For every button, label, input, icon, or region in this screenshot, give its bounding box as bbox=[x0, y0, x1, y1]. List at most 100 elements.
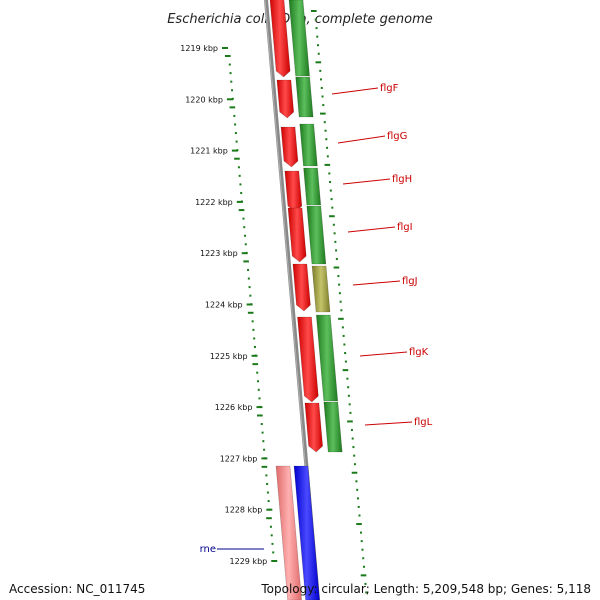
gc-dot bbox=[271, 542, 274, 545]
scale-tick-label: 1227 kbp bbox=[220, 454, 258, 463]
gc-dot bbox=[349, 411, 352, 414]
gc-dot bbox=[314, 18, 317, 21]
scale-tick-label: 1225 kbp bbox=[210, 352, 248, 361]
gc-dot bbox=[252, 328, 255, 331]
gc-dot bbox=[247, 311, 254, 314]
gc-dot bbox=[360, 540, 363, 543]
gc-dot bbox=[311, 10, 317, 12]
gc-dot bbox=[326, 146, 329, 149]
cds-arrow bbox=[276, 79, 295, 119]
gc-dot bbox=[347, 394, 350, 397]
gc-dot bbox=[257, 414, 263, 417]
gc-dot bbox=[334, 240, 337, 243]
gc-dot bbox=[329, 181, 332, 184]
gc-skew-dots-right bbox=[311, 10, 368, 594]
gc-dot bbox=[343, 343, 346, 346]
gene-label-flgG: flgG bbox=[387, 131, 407, 142]
gc-dot bbox=[329, 215, 335, 218]
gc-dot bbox=[340, 309, 343, 312]
gc-dot bbox=[238, 209, 245, 212]
gc-dot bbox=[321, 95, 324, 98]
gene-block bbox=[295, 76, 314, 118]
gc-dot bbox=[261, 431, 264, 434]
gc-dot bbox=[256, 380, 259, 383]
kbp-scale: 1219 kbp 1220 kbp 1221 kbp 1222 kbp 1223 kbp… bbox=[180, 44, 278, 566]
gc-dot bbox=[262, 440, 265, 443]
gc-dot bbox=[229, 72, 232, 75]
gc-dot bbox=[344, 360, 347, 363]
gc-dot bbox=[244, 243, 247, 246]
scale-tick-label: 1220 kbp bbox=[185, 95, 223, 104]
cds-arrow bbox=[284, 170, 303, 213]
gc-dot bbox=[356, 497, 359, 500]
gc-dot bbox=[347, 386, 350, 389]
gc-dot bbox=[257, 388, 260, 391]
gc-dot bbox=[266, 517, 272, 520]
gc-dot bbox=[317, 44, 320, 47]
gc-dot bbox=[253, 337, 256, 340]
gc-dot bbox=[352, 446, 355, 449]
gc-dot bbox=[333, 232, 336, 235]
gc-dot bbox=[335, 249, 338, 252]
gene-labels: flgF flgG flgH flgI flgJ flgK flgL rne bbox=[200, 83, 433, 555]
gc-dot bbox=[351, 437, 354, 440]
gc-dot bbox=[270, 534, 273, 537]
gene-block bbox=[315, 314, 339, 402]
scale-tick-label: 1228 kbp bbox=[225, 506, 263, 515]
gc-dot bbox=[364, 582, 367, 585]
cds-arrow bbox=[287, 207, 307, 263]
gene-leader-line bbox=[337, 135, 386, 144]
gc-dot bbox=[320, 78, 323, 81]
gc-dot bbox=[228, 63, 231, 66]
gc-dot bbox=[356, 523, 362, 526]
gene-block bbox=[323, 401, 343, 453]
gc-dot bbox=[342, 369, 349, 372]
pale-red-feature bbox=[275, 465, 302, 600]
gene-label-flgI: flgI bbox=[397, 222, 413, 233]
gc-dot bbox=[320, 112, 326, 115]
gene-block bbox=[299, 123, 318, 167]
gc-dot bbox=[316, 35, 319, 38]
gene-label-flgF: flgF bbox=[380, 83, 399, 94]
gc-dot bbox=[261, 465, 268, 468]
gc-dot bbox=[266, 482, 269, 485]
gene-leader-line bbox=[331, 87, 379, 95]
gc-dot bbox=[355, 480, 358, 483]
gc-dot bbox=[325, 138, 328, 141]
gc-dot bbox=[362, 565, 365, 568]
gc-dot bbox=[237, 166, 240, 169]
gc-dot bbox=[353, 463, 356, 466]
gc-dot bbox=[344, 352, 347, 355]
topology-text: Topology: circular; Length: 5,209,548 bp… bbox=[261, 582, 591, 596]
feature-track bbox=[269, 0, 343, 600]
gc-dot bbox=[338, 283, 341, 286]
gc-dot bbox=[243, 260, 249, 263]
cds-arrow bbox=[297, 316, 319, 403]
gc-dot bbox=[362, 557, 365, 560]
gc-dot bbox=[233, 114, 236, 117]
gc-dot bbox=[329, 189, 332, 192]
gc-dot bbox=[247, 277, 250, 280]
gc-dot bbox=[243, 226, 246, 229]
gc-dot bbox=[335, 257, 338, 260]
gc-dot bbox=[360, 574, 367, 577]
gene-label-flgJ: flgJ bbox=[402, 276, 418, 287]
gc-dot bbox=[359, 531, 362, 534]
gc-dot bbox=[319, 69, 322, 72]
gc-dot bbox=[253, 346, 256, 349]
gc-dot bbox=[258, 397, 261, 400]
gc-dot bbox=[338, 292, 341, 295]
gc-dot bbox=[356, 488, 359, 491]
gc-dot bbox=[260, 423, 263, 426]
gc-dot bbox=[230, 80, 233, 83]
gc-dot bbox=[266, 491, 269, 494]
gc-dot bbox=[339, 300, 342, 303]
gene-leader-line bbox=[342, 178, 391, 185]
gene-label-flgL: flgL bbox=[414, 417, 433, 428]
gc-dot bbox=[324, 163, 331, 166]
cds-arrow bbox=[292, 263, 311, 312]
gene-label-flgH: flgH bbox=[392, 174, 412, 185]
gc-dot bbox=[256, 371, 259, 374]
scale-tick-label: 1224 kbp bbox=[205, 301, 243, 310]
